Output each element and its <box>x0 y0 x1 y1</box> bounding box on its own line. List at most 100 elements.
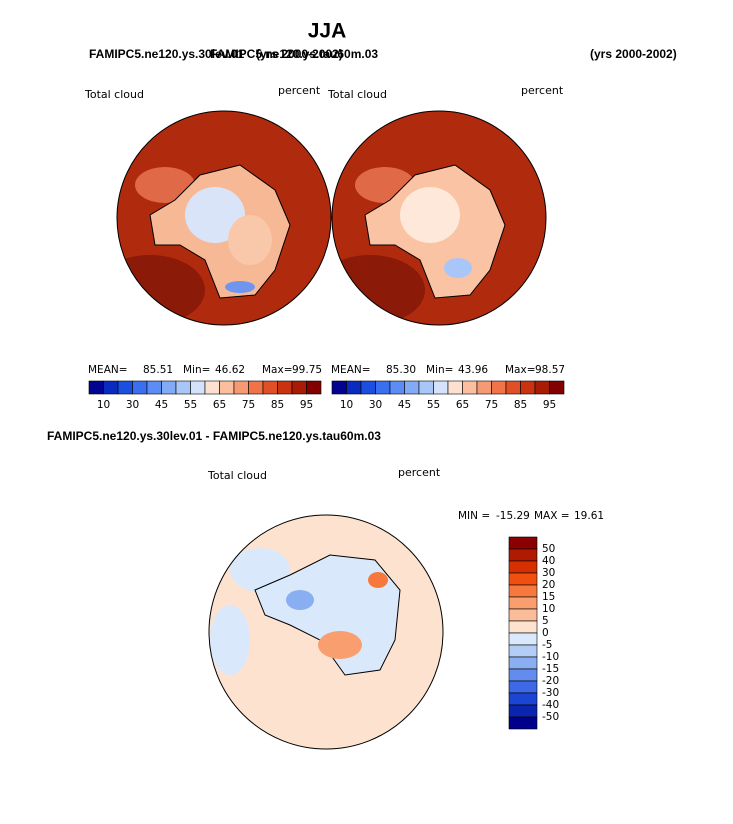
years: (yrs 2000-2002) <box>590 47 677 61</box>
stat: 46.62 <box>215 364 245 376</box>
colorbar-label: -30 <box>542 687 559 699</box>
colorbar-box <box>190 380 206 395</box>
colorbar-label: 85 <box>514 399 527 411</box>
colorbar-label: 95 <box>543 399 556 411</box>
field-label: Total cloud <box>327 88 387 101</box>
colorbar-box <box>508 644 538 658</box>
colorbar-box <box>508 704 538 718</box>
stat: MEAN= <box>88 364 128 376</box>
colorbar-box <box>508 716 538 730</box>
case-name: FAMIPC5.ne120.ys.tau60m.03 <box>210 47 378 61</box>
units-label: percent <box>398 466 441 479</box>
stat: 99.75 <box>292 364 322 376</box>
colorbar-label: 65 <box>456 399 469 411</box>
stat: 43.96 <box>458 364 488 376</box>
colorbar-box <box>508 692 538 706</box>
colorbar-label: -20 <box>542 675 559 687</box>
map-2 <box>332 111 546 325</box>
stat: 19.61 <box>574 510 604 522</box>
stat: Min= <box>426 364 453 376</box>
colorbar-label: 85 <box>271 399 284 411</box>
stat: MAX = <box>534 510 570 522</box>
colorbar-box <box>476 380 492 395</box>
colorbar-box <box>331 380 347 395</box>
colorbar-box <box>103 380 119 395</box>
colorbar-label: 45 <box>398 399 411 411</box>
colorbar-label: -40 <box>542 699 559 711</box>
colorbar-box <box>508 608 538 622</box>
colorbar-box <box>508 560 538 574</box>
colorbar-label: 75 <box>242 399 255 411</box>
colorbar-label: 45 <box>155 399 168 411</box>
colorbar-box <box>508 596 538 610</box>
colorbar-box <box>418 380 434 395</box>
map-1 <box>117 111 331 325</box>
colorbar-box <box>146 380 162 395</box>
colorbar-box <box>462 380 478 395</box>
field-label: Total cloud <box>84 88 144 101</box>
stat: MIN = <box>458 510 490 522</box>
colorbar-label: -50 <box>542 711 559 723</box>
colorbar-box <box>505 380 521 395</box>
colorbar-box <box>248 380 264 395</box>
colorbar-label: 10 <box>542 603 555 615</box>
colorbar-label: -5 <box>542 639 552 651</box>
colorbar-box <box>262 380 278 395</box>
colorbar-box <box>508 572 538 586</box>
colorbar-box <box>447 380 463 395</box>
colorbar-box <box>508 680 538 694</box>
colorbar-box <box>508 536 538 550</box>
stat: Min= <box>183 364 210 376</box>
colorbar-box <box>508 656 538 670</box>
colorbar-label: 95 <box>300 399 313 411</box>
stat: -15.29 <box>496 510 530 522</box>
stat: Max= <box>505 364 536 376</box>
colorbar-box <box>132 380 148 395</box>
colorbar-box <box>508 632 538 646</box>
colorbar-box <box>508 548 538 562</box>
units-label: percent <box>278 84 321 97</box>
colorbar-box <box>404 380 420 395</box>
colorbar-box <box>508 620 538 634</box>
colorbar-label: 50 <box>542 543 555 555</box>
colorbar-box <box>88 380 104 395</box>
years: (yrs 2000-2002) <box>256 47 343 61</box>
stat: MEAN= <box>331 364 371 376</box>
colorbar-box <box>360 380 376 395</box>
colorbar-box <box>175 380 191 395</box>
colorbar-label: 55 <box>184 399 197 411</box>
colorbar-box <box>204 380 220 395</box>
colorbar-label: 75 <box>485 399 498 411</box>
colorbar-box <box>277 380 293 395</box>
colorbar-box <box>508 668 538 682</box>
field-label: Total cloud <box>207 469 267 482</box>
colorbar-box <box>520 380 536 395</box>
colorbar-label: 65 <box>213 399 226 411</box>
colorbar-box <box>233 380 249 395</box>
difference-title: FAMIPC5.ne120.ys.30lev.01 - FAMIPC5.ne12… <box>47 429 381 443</box>
case-name: FAMIPC5.ne120.ys.30lev.01 <box>89 47 245 61</box>
colorbar-box <box>549 380 565 395</box>
colorbar-box <box>534 380 550 395</box>
colorbar-box <box>219 380 235 395</box>
colorbar-label: 30 <box>542 567 555 579</box>
colorbar-label: 5 <box>542 615 549 627</box>
colorbar-box <box>389 380 405 395</box>
colorbar-label: 0 <box>542 627 549 639</box>
stat: 85.51 <box>143 364 173 376</box>
units-label: percent <box>521 84 564 97</box>
colorbar-label: 20 <box>542 579 555 591</box>
title: JJA <box>308 20 347 43</box>
stat: 85.30 <box>386 364 416 376</box>
colorbar-box <box>433 380 449 395</box>
colorbar-box <box>161 380 177 395</box>
colorbar-label: 10 <box>97 399 110 411</box>
colorbar-box <box>117 380 133 395</box>
colorbar-label: 30 <box>126 399 139 411</box>
colorbar-box <box>346 380 362 395</box>
colorbar-label: -10 <box>542 651 559 663</box>
colorbar-box <box>306 380 322 395</box>
colorbar-label: -15 <box>542 663 559 675</box>
stat: Max= <box>262 364 293 376</box>
